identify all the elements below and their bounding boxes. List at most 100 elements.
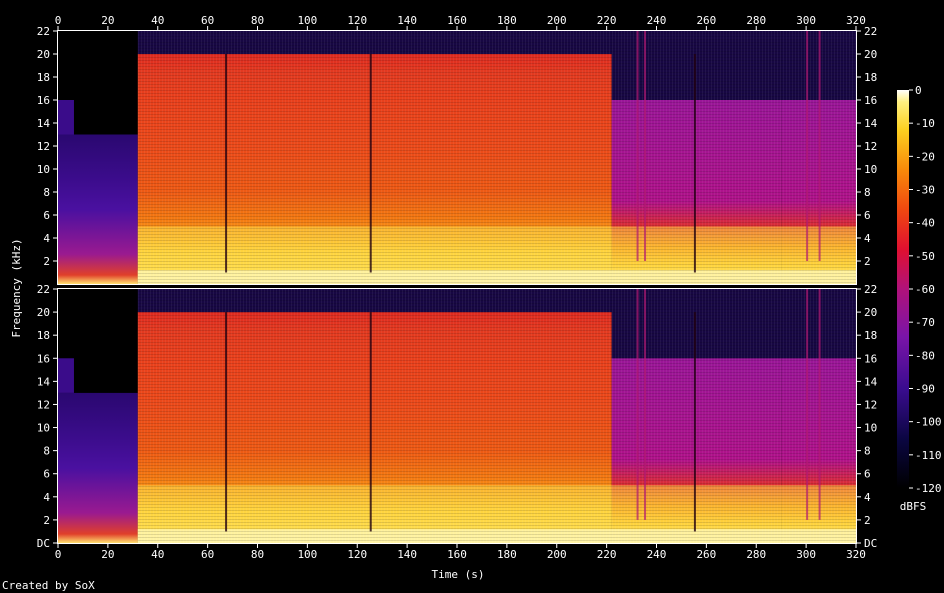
y-tick-label-left-top: 16 (37, 94, 50, 107)
x-tick-label-bottom: 180 (497, 548, 517, 561)
y-tick-label-right-top: 8 (864, 186, 871, 199)
y-tick-label-left-top: 10 (37, 163, 50, 176)
x-tick-label-bottom: 140 (397, 548, 417, 561)
y-tick-label-right-top: 20 (864, 48, 877, 61)
colorbar-tick-label: -60 (915, 283, 935, 296)
x-tick-label-bottom: 60 (201, 548, 214, 561)
y-tick-label-right-top: 10 (864, 163, 877, 176)
colorbar-tick-label: -70 (915, 316, 935, 329)
x-tick-label-bottom: 300 (796, 548, 816, 561)
y-tick-label-right-top: 6 (864, 209, 871, 222)
x-tick-label-bottom: 200 (547, 548, 567, 561)
y-tick-label-right-top: 18 (864, 71, 877, 84)
plot-frames (57, 30, 857, 544)
y-tick-label-left-bottom: 16 (37, 352, 50, 365)
colorbar-tick-label: -30 (915, 184, 935, 197)
y-tick-label-right-top: 2 (864, 255, 871, 268)
x-tick-label-top: 0 (55, 14, 62, 27)
y-tick-label-right-bottom: 16 (864, 352, 877, 365)
y-tick-label-right-bottom: 14 (864, 375, 878, 388)
channel-1-panel (58, 31, 857, 284)
y-tick-label-right-bottom: 2 (864, 514, 871, 527)
colorbar-tick-label: -40 (915, 217, 935, 230)
y-tick-label-left-bottom: 8 (43, 445, 50, 458)
channel-panels (58, 31, 857, 543)
x-axis-label: Time (s) (432, 568, 485, 581)
y-tick-label-right-bottom: 8 (864, 445, 871, 458)
y-tick-label-right-top: 4 (864, 232, 871, 245)
x-tick-label-bottom: 240 (647, 548, 667, 561)
y-tick-label-left-bottom: 10 (37, 422, 50, 435)
x-tick-label-top: 200 (547, 14, 567, 27)
y-tick-label-left-bottom: 20 (37, 306, 50, 319)
x-tick-label-top: 260 (696, 14, 716, 27)
y-tick-label-right-top: 12 (864, 140, 877, 153)
y-tick-label-left-top: 4 (43, 232, 50, 245)
y-tick-label-left-top: 18 (37, 71, 50, 84)
segment-intro (58, 392, 138, 543)
y-tick-label-left-bottom: 14 (37, 375, 51, 388)
colorbar-label: dBFS (900, 500, 927, 513)
colorbar-tick-label: -50 (915, 250, 935, 263)
y-tick-label-left-bottom: 12 (37, 398, 50, 411)
x-tick-label-top: 180 (497, 14, 517, 27)
y-tick-label-left-bottom: 6 (43, 468, 50, 481)
x-tick-label-top: 320 (846, 14, 866, 27)
y-tick-label-left-bottom: 2 (43, 514, 50, 527)
y-tick-label-right-bottom: 20 (864, 306, 877, 319)
x-tick-label-top: 160 (447, 14, 467, 27)
y-tick-label-left-top: 22 (37, 25, 50, 38)
y-tick-label-left-bottom: 18 (37, 329, 50, 342)
y-tick-label-left-top: 14 (37, 117, 51, 130)
x-tick-label-top: 140 (397, 14, 417, 27)
x-ticks-bottom: 0 20 40 60 80 100 120 140 160 180 200 220 240 260 280 3… (55, 544, 866, 561)
y-tick-label-left-bottom: 22 (37, 283, 50, 296)
y-tick-label-left-bottom: DC (37, 537, 50, 550)
y-tick-label-left-top: 20 (37, 48, 50, 61)
x-tick-label-top: 300 (796, 14, 816, 27)
x-tick-label-bottom: 320 (846, 548, 866, 561)
x-tick-label-top: 20 (101, 14, 114, 27)
x-tick-label-top: 80 (251, 14, 264, 27)
y-tick-label-right-top: 22 (864, 25, 877, 38)
y-tick-label-right-bottom: DC (864, 537, 877, 550)
credit-text: Created by SoX (2, 579, 95, 592)
y-tick-label-left-top: 8 (43, 186, 50, 199)
colorbar-tick-label: -20 (915, 150, 935, 163)
x-tick-label-bottom: 280 (746, 548, 766, 561)
x-tick-label-top: 220 (597, 14, 617, 27)
colorbar-tick-label: -90 (915, 383, 935, 396)
channel-2-panel (58, 289, 857, 543)
y-tick-label-left-top: 12 (37, 140, 50, 153)
y-tick-label-right-top: 14 (864, 117, 878, 130)
x-tick-label-top: 40 (151, 14, 164, 27)
x-tick-label-bottom: 100 (297, 548, 317, 561)
y-tick-label-left-top: 6 (43, 209, 50, 222)
x-ticks-top: 0 20 40 60 80 100 120 140 160 180 200 220 240 260 280 3… (55, 14, 866, 30)
y-tick-label-right-bottom: 12 (864, 398, 877, 411)
x-tick-label-bottom: 40 (151, 548, 164, 561)
segment-intro (58, 134, 138, 284)
x-tick-label-bottom: 20 (101, 548, 114, 561)
colorbar-ticks: 0 -10 -20 -30 -40 -50 -60 -70 -80 -90 -100 -110 -120 (909, 84, 942, 495)
y-tick-label-right-bottom: 10 (864, 422, 877, 435)
x-tick-label-top: 100 (297, 14, 317, 27)
x-tick-label-bottom: 0 (55, 548, 62, 561)
colorbar-tick-label: 0 (915, 84, 922, 97)
colorbar-gradient (897, 90, 909, 488)
x-tick-label-bottom: 120 (347, 548, 367, 561)
colorbar-tick-label: -100 (915, 416, 942, 429)
y-tick-label-left-bottom: 4 (43, 491, 50, 504)
colorbar: 0 -10 -20 -30 -40 -50 -60 -70 -80 -90 -100 -110 -120… (897, 84, 942, 513)
colorbar-tick-label: -120 (915, 482, 942, 495)
y-tick-label-right-bottom: 18 (864, 329, 877, 342)
y-tick-label-right-top: 16 (864, 94, 877, 107)
y-tick-label-right-bottom: 22 (864, 283, 877, 296)
colorbar-tick-label: -10 (915, 117, 935, 130)
x-tick-label-bottom: 80 (251, 548, 264, 561)
y-tick-label-left-top: 2 (43, 255, 50, 268)
x-tick-label-top: 120 (347, 14, 367, 27)
x-tick-label-top: 240 (647, 14, 667, 27)
